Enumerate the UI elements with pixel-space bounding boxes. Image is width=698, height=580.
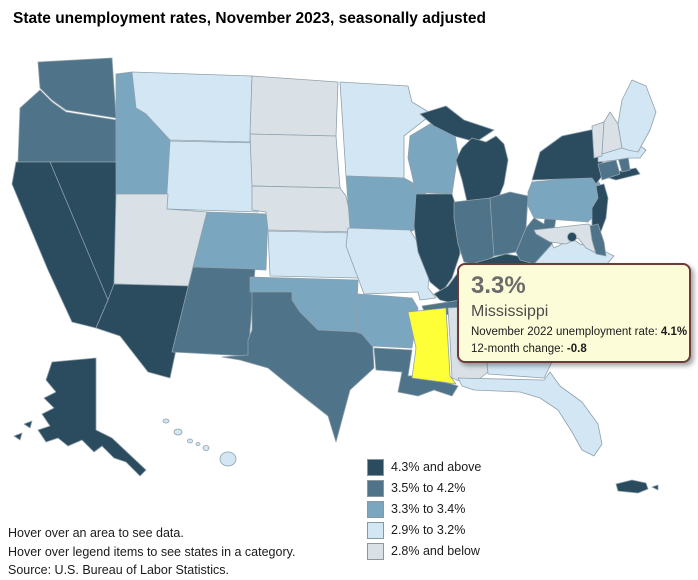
state-pr[interactable] xyxy=(615,479,649,494)
state-in[interactable] xyxy=(453,197,495,267)
footnote-hover-legend: Hover over legend items to see states in… xyxy=(8,544,296,559)
footnote-source: Source: U.S. Bureau of Labor Statistics. xyxy=(8,563,229,577)
map-tooltip: 3.3% Mississippi November 2022 unemploym… xyxy=(457,263,691,363)
legend-swatch-icon xyxy=(367,458,384,476)
legend-item-3-5-to-4-2[interactable]: 3.5% to 4.2% xyxy=(367,479,481,497)
state-hi[interactable] xyxy=(195,442,201,446)
state-hi[interactable] xyxy=(202,445,210,451)
map-legend: 4.3% and above 3.5% to 4.2% 3.3% to 3.4%… xyxy=(367,458,482,564)
tooltip-rate: 3.3% xyxy=(471,272,526,299)
state-ms[interactable] xyxy=(407,307,457,385)
state-wa[interactable] xyxy=(37,57,117,119)
legend-item-2-8-and-below[interactable]: 2.8% and below xyxy=(367,542,481,560)
state-ak-island[interactable] xyxy=(13,432,23,441)
legend-label: 2.8% and below xyxy=(391,544,480,558)
state-wy[interactable] xyxy=(165,140,261,213)
legend-label: 4.3% and above xyxy=(391,460,482,474)
state-ak[interactable] xyxy=(37,357,147,477)
state-ca[interactable] xyxy=(11,161,109,329)
state-ak-island[interactable] xyxy=(23,420,33,429)
tooltip-state-name: Mississippi xyxy=(471,303,549,321)
tooltip-prev-rate-line: November 2022 unemployment rate: 4.1% xyxy=(471,326,688,339)
state-dc[interactable] xyxy=(567,232,577,242)
state-ne[interactable] xyxy=(251,185,355,233)
tooltip-change-line: 12-month change: -0.8 xyxy=(471,343,587,356)
footnotes: Hover over an area to see data. Hover ov… xyxy=(8,524,295,580)
state-la[interactable] xyxy=(373,347,459,397)
state-fl[interactable] xyxy=(457,371,603,457)
state-hi[interactable] xyxy=(219,451,237,467)
footnote-hover-area: Hover over an area to see data. xyxy=(8,526,184,540)
state-mi-lower[interactable] xyxy=(455,135,509,207)
state-de[interactable] xyxy=(589,223,607,257)
state-co[interactable] xyxy=(192,211,269,271)
state-sd[interactable] xyxy=(249,133,341,189)
legend-swatch-icon xyxy=(367,500,384,518)
state-pa[interactable] xyxy=(527,175,601,223)
legend-label: 2.9% to 3.2% xyxy=(391,523,466,537)
legend-swatch-icon xyxy=(367,542,384,560)
legend-item-3-3-to-3-4[interactable]: 3.3% to 3.4% xyxy=(367,500,481,518)
state-nd[interactable] xyxy=(249,75,339,137)
state-ct[interactable] xyxy=(597,159,621,181)
state-az[interactable] xyxy=(95,283,191,379)
legend-swatch-icon xyxy=(367,521,384,539)
state-tx[interactable] xyxy=(221,291,375,443)
state-vt[interactable] xyxy=(591,121,605,159)
legend-item-2-9-to-3-2[interactable]: 2.9% to 3.2% xyxy=(367,521,481,539)
legend-label: 3.3% to 3.4% xyxy=(391,502,466,516)
state-mi-upper[interactable] xyxy=(419,105,495,143)
state-ks[interactable] xyxy=(267,230,359,279)
legend-swatch-icon xyxy=(367,479,384,497)
state-hi[interactable] xyxy=(162,418,170,424)
legend-item-4-3-and-above[interactable]: 4.3% and above xyxy=(367,458,482,476)
state-ar[interactable] xyxy=(355,293,419,349)
state-pr-islet[interactable] xyxy=(651,484,659,491)
state-hi[interactable] xyxy=(187,438,193,444)
chart-title: State unemployment rates, November 2023,… xyxy=(13,10,486,27)
state-hi[interactable] xyxy=(173,428,183,436)
state-me[interactable] xyxy=(617,79,657,153)
legend-label: 3.5% to 4.2% xyxy=(391,481,466,495)
